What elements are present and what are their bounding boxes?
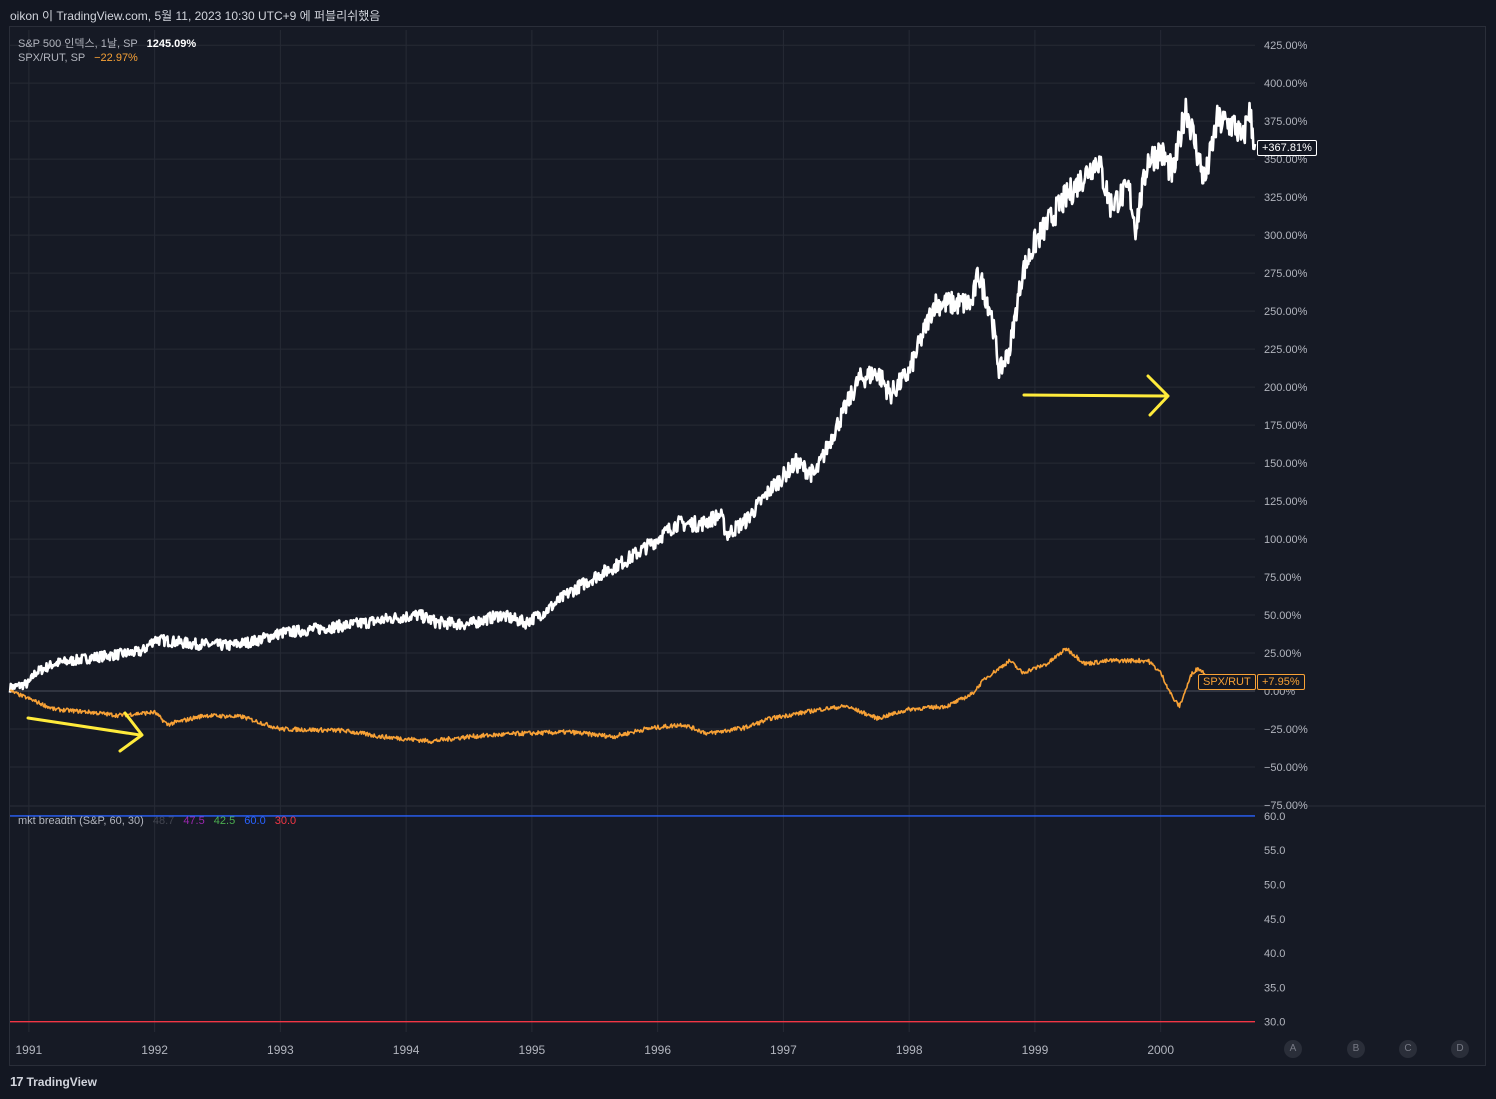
y-tick-label: 225.00% [1264,344,1308,356]
tradingview-brand[interactable]: 17 TradingView [10,1074,97,1089]
indicator-y-tick-label: 35.0 [1264,982,1285,994]
legend-breadth: mkt breadth (S&P, 60, 30) 48.7 47.5 42.5… [18,815,296,827]
legend-spx: S&P 500 인덱스, 1날, SP 1245.09% [18,35,196,51]
button-b[interactable]: B [1347,1040,1365,1058]
legend-breadth-v4: 60.0 [244,815,266,827]
ratio-last-value-tag: +7.95% [1257,674,1305,690]
button-a[interactable]: A [1284,1040,1302,1058]
y-tick-label: 325.00% [1264,192,1308,204]
y-tick-label: 300.00% [1264,230,1308,242]
x-tick-label: 1992 [141,1043,168,1057]
y-axis: 425.00% 400.00% 375.00% 350.00% 325.00% 300.0… [1264,40,1308,1029]
legend-ratio-name: SPX/RUT, SP [18,52,86,64]
x-tick-label: 1993 [267,1043,294,1057]
x-tick-label: 1991 [16,1043,43,1057]
indicator-y-tick-label: 55.0 [1264,845,1285,857]
x-tick-label: 1997 [770,1043,797,1057]
x-tick-label: 2000 [1147,1043,1174,1057]
y-tick-label: 125.00% [1264,496,1308,508]
legend-breadth-v2: 47.5 [183,815,205,827]
y-tick-label: 175.00% [1264,420,1308,432]
x-tick-label: 1998 [896,1043,923,1057]
y-tick-label: 75.00% [1264,572,1302,584]
tradingview-logo-icon: 17 [10,1074,24,1089]
legend-breadth-v5: 30.0 [274,815,297,827]
annotation-arrow-down-right [26,711,144,753]
indicator-y-tick-label: 30.0 [1264,1017,1285,1029]
annotation-arrow-right [1022,374,1170,417]
spx-last-value-tag: +367.81% [1257,140,1317,156]
legend-breadth-name: mkt breadth (S&P, 60, 30) [18,815,144,827]
x-tick-label: 1994 [393,1043,420,1057]
chart-container[interactable] [9,26,1486,1066]
legend-breadth-v3: 42.5 [213,815,236,827]
y-tick-label: 350.00% [1264,154,1308,166]
y-tick-label: 375.00% [1264,116,1308,128]
series-layer [8,97,1257,1023]
x-axis: 1991 1992 1993 1994 1995 1996 1997 1998 1999 2000 [16,1043,1175,1057]
y-tick-label: 400.00% [1264,78,1308,90]
grid [10,30,1485,1032]
publish-text: oikon 이 TradingView.com, 5월 11, 2023 10:… [10,9,381,23]
series-line-spx-rut [9,647,1212,745]
button-c[interactable]: C [1399,1040,1417,1058]
legend-ratio-value: −22.97% [94,52,138,64]
indicator-y-tick-label: 40.0 [1264,948,1285,960]
legend-ratio: SPX/RUT, SP −22.97% [18,52,138,64]
y-tick-label: −25.00% [1264,724,1308,736]
y-tick-label: 25.00% [1264,648,1302,660]
y-tick-label: −50.00% [1264,762,1308,774]
legend-spx-value: 1245.09% [146,38,197,50]
y-tick-label: 250.00% [1264,306,1308,318]
indicator-y-tick-label: 45.0 [1264,914,1285,926]
ratio-label-tag: SPX/RUT [1198,674,1256,690]
series-line-spx [8,97,1257,693]
publish-header: oikon 이 TradingView.com, 5월 11, 2023 10:… [0,0,1496,26]
x-tick-label: 1995 [519,1043,546,1057]
annotation-arrows [26,374,1170,753]
y-tick-label: 150.00% [1264,458,1308,470]
y-tick-label: 425.00% [1264,40,1308,52]
button-d[interactable]: D [1451,1040,1469,1058]
y-tick-label: 200.00% [1264,382,1308,394]
y-tick-label: −75.00% [1264,800,1308,812]
indicator-y-tick-label: 60.0 [1264,811,1285,823]
x-tick-label: 1999 [1022,1043,1049,1057]
brand-name: TradingView [26,1074,97,1089]
y-tick-label: 50.00% [1264,610,1302,622]
footer [0,1066,1496,1099]
indicator-y-tick-label: 50.0 [1264,880,1285,892]
y-tick-label: 100.00% [1264,534,1308,546]
legend-breadth-v1: 48.7 [152,815,175,827]
x-tick-label: 1996 [644,1043,671,1057]
legend-spx-name: S&P 500 인덱스, 1날, SP [18,38,138,50]
y-tick-label: 275.00% [1264,268,1308,280]
